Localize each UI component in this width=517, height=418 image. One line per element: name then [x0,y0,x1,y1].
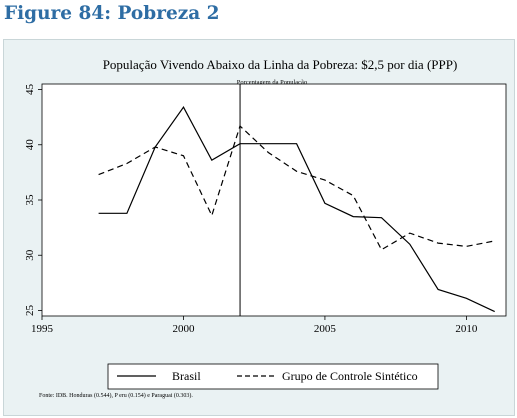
series-line-controle-sintetico [98,124,495,251]
legend-label-brasil: Brasil [172,369,201,383]
x-tick-label: 2000 [172,323,195,335]
y-tick-label: 45 [24,84,36,96]
y-tick-label: 30 [24,249,36,261]
y-tick-label: 40 [24,139,36,151]
x-tick-label: 2010 [455,323,478,335]
series-line-brasil [98,106,495,313]
source-note: Fonte: IDB. Honduras (0.544), P eru (0.1… [39,392,193,399]
chart-title: População Vivendo Abaixo da Linha da Pob… [103,57,458,72]
chart-subtitle: Porcentagem da População [237,79,307,86]
chart-panel: População Vivendo Abaixo da Linha da Pob… [3,39,515,416]
y-axis: 25 30 35 40 45 [24,84,42,316]
x-tick-label: 1995 [31,323,54,335]
chart-svg: População Vivendo Abaixo da Linha da Pob… [24,57,507,399]
y-tick-label: 25 [24,304,36,316]
plot-area [41,83,507,317]
plot-marks [98,84,495,316]
x-axis: 1995 2000 2005 2010 [31,316,478,335]
x-tick-label: 2005 [314,323,337,335]
figure-heading: Figure 84: Pobreza 2 [4,3,220,24]
legend-label-controle: Grupo de Controle Sintético [282,369,418,383]
y-tick-label: 35 [24,194,36,206]
